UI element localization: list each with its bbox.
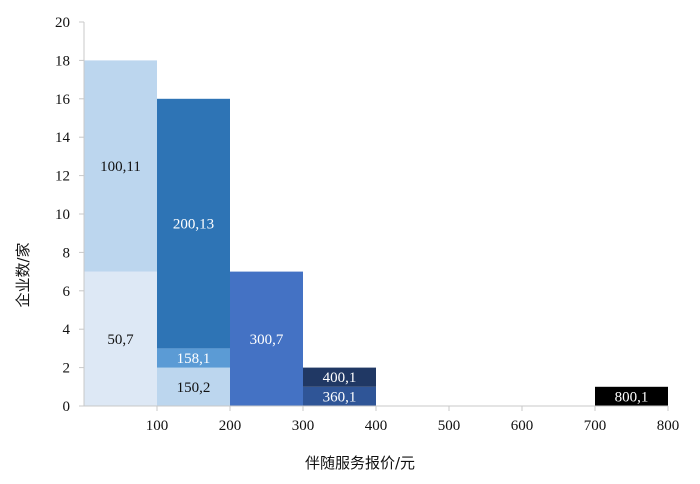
y-tick-label: 20 xyxy=(55,15,70,31)
bar-segment-1-1 xyxy=(157,348,230,368)
y-tick-label: 12 xyxy=(55,169,70,185)
x-tick-label: 800 xyxy=(657,418,680,434)
y-tick-label: 6 xyxy=(63,284,71,300)
x-axis-label: 伴随服务报价/元 xyxy=(305,454,415,472)
x-tick-label: 500 xyxy=(438,418,461,434)
bar-segment-1-0 xyxy=(157,367,230,406)
bar-segment-3-1 xyxy=(303,367,376,387)
y-tick-label: 14 xyxy=(55,130,71,146)
x-tick-label: 200 xyxy=(219,418,242,434)
segment-label: 158,1 xyxy=(177,351,211,367)
segment-label: 150,2 xyxy=(177,380,211,396)
bar-segment-0-1 xyxy=(84,60,157,272)
segment-label: 200,13 xyxy=(173,217,214,233)
y-tick-label: 4 xyxy=(63,322,71,338)
segment-label: 300,7 xyxy=(250,332,284,348)
bar-segment-2-0 xyxy=(230,271,303,406)
y-tick-label: 8 xyxy=(63,245,71,261)
y-tick-label: 0 xyxy=(63,399,71,415)
y-tick-label: 2 xyxy=(63,361,71,377)
y-axis-label: 企业数/家 xyxy=(14,242,32,307)
bar-segment-3-0 xyxy=(303,386,376,406)
x-tick-label: 400 xyxy=(365,418,388,434)
segment-label: 400,1 xyxy=(323,370,357,386)
segment-label: 360,1 xyxy=(323,389,357,405)
x-tick-label: 300 xyxy=(292,418,315,434)
y-tick-label: 18 xyxy=(55,53,70,69)
segment-labels-group: 50,7 100,11 150,2 158,1 200,13 300,7 360,1 400,… xyxy=(100,159,648,405)
segment-label: 800,1 xyxy=(615,389,649,405)
segment-label: 50,7 xyxy=(107,332,134,348)
bar-segment-0-0 xyxy=(84,271,157,406)
x-tick-label: 100 xyxy=(146,418,169,434)
bar-segment-4-0 xyxy=(595,386,668,406)
x-tick-label: 600 xyxy=(511,418,534,434)
y-tick-label: 16 xyxy=(55,92,71,108)
bars-group xyxy=(84,60,668,406)
y-tick-label: 10 xyxy=(55,207,70,223)
y-tick-labels: 0 2 4 6 8 10 12 14 16 18 20 xyxy=(55,15,84,415)
bar-segment-1-2 xyxy=(157,98,230,349)
segment-label: 100,11 xyxy=(100,159,141,175)
x-tick-label: 700 xyxy=(584,418,607,434)
x-tick-labels: 100 200 300 400 500 600 700 800 xyxy=(146,406,680,434)
